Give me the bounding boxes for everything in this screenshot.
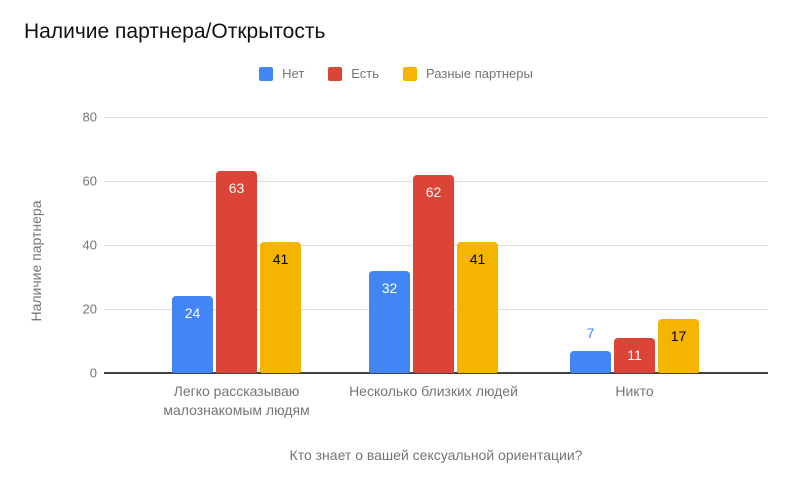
y-tick-label: 60 [82, 173, 97, 189]
bar-group: 24 63 41 [172, 171, 301, 373]
bar-Разные партнеры-2: 41 [457, 242, 498, 373]
x-category-label: Никто [615, 383, 654, 399]
legend-swatch-icon [328, 66, 343, 81]
bar-Разные партнеры-1: 41 [260, 242, 301, 373]
x-category-label: Несколько близких людей [349, 383, 518, 399]
bar-Есть-1: 63 [216, 171, 257, 373]
bar-group: 32 62 41 [369, 175, 498, 373]
bar-Есть-2: 62 [413, 175, 454, 373]
x-axis-title: Кто знает о вашей сексуальной ориентации… [289, 447, 583, 463]
legend-item: Есть [328, 66, 379, 81]
x-axis-line [104, 372, 768, 374]
bar-value-label: 62 [425, 184, 442, 200]
x-category-label: Легко рассказываю малознакомым людям [163, 383, 310, 418]
bar-Есть-3: 11 [614, 338, 655, 373]
bar-value-label: 7 [586, 325, 595, 341]
legend-swatch-icon [403, 66, 418, 81]
bar-value-label: 41 [469, 251, 486, 267]
bar-value-label: 41 [272, 251, 289, 267]
bar-value-label: 11 [627, 347, 642, 363]
legend-item: Нет [259, 66, 304, 81]
y-axis-title: Наличие партнера [28, 200, 44, 322]
legend-swatch-icon [259, 66, 274, 81]
y-tick-label: 20 [82, 301, 97, 317]
bar-value-label: 63 [228, 180, 245, 196]
legend: Нет Есть Разные партнеры [0, 66, 792, 81]
bar-value-label: 32 [381, 280, 398, 296]
y-tick-label: 40 [82, 237, 97, 253]
bar-Нет-2: 32 [369, 271, 410, 373]
y-tick-label: 0 [89, 365, 97, 381]
bar-group: 7 11 17 [570, 319, 699, 373]
gridline [104, 117, 768, 118]
legend-label: Нет [282, 66, 305, 81]
legend-label: Есть [351, 66, 380, 81]
bar-value-label: 17 [670, 328, 687, 344]
y-tick-label: 80 [82, 109, 97, 125]
legend-label: Разные партнеры [426, 66, 533, 81]
bar-value-label: 24 [184, 305, 201, 321]
bar-Нет-1: 24 [172, 296, 213, 373]
bar-Разные партнеры-3: 17 [658, 319, 699, 373]
chart-title: Наличие партнера/Открытость [24, 20, 326, 43]
legend-item: Разные партнеры [403, 66, 533, 81]
bar-Нет-3: 7 [570, 325, 611, 373]
